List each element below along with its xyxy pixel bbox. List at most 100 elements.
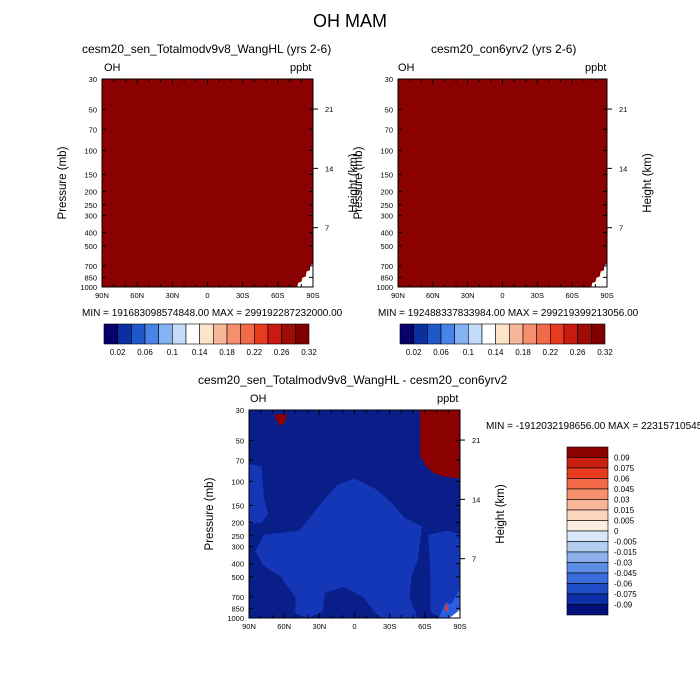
panel1-colorbar-box bbox=[131, 323, 146, 345]
panel3-ytick-label: 400 bbox=[231, 560, 244, 569]
panel1-field bbox=[102, 79, 313, 287]
panel3-colorbar-label: -0.015 bbox=[614, 548, 637, 557]
panel1-ytick-right-label: 14 bbox=[325, 164, 333, 173]
panel2-minmax: MIN = 192488337833984.00 MAX = 299219399… bbox=[378, 308, 639, 319]
panel2-ylabel-right: Height (km) bbox=[642, 153, 654, 213]
panel1-title: cesm20_sen_Totalmodv9v8_WangHL (yrs 2-6) bbox=[82, 42, 332, 56]
panel1-ytick-right-label: 7 bbox=[325, 224, 329, 233]
panel2-colorbar-box bbox=[536, 323, 551, 345]
panel1-ytick-label: 250 bbox=[84, 201, 97, 210]
panel3-positive-right bbox=[419, 410, 460, 479]
panel2-colorbar-label: 0.02 bbox=[406, 348, 422, 357]
panel1-xtick-label: 30S bbox=[236, 291, 249, 300]
panel2-colorbar-box bbox=[440, 323, 455, 345]
panel2-ytick-label: 300 bbox=[380, 212, 393, 221]
panel2-colorbar-label: 0.06 bbox=[433, 348, 449, 357]
panel1-units-label: ppbt bbox=[290, 62, 312, 74]
panel2-ytick-label: 50 bbox=[385, 105, 393, 114]
panel2-surface-mask bbox=[591, 264, 607, 287]
panel1-ytick-label: 1000 bbox=[80, 283, 97, 292]
panel2-colorbar-label: 0.1 bbox=[463, 348, 475, 357]
panel2-ytick-label: 70 bbox=[385, 125, 393, 134]
panel3-colorbar-label: 0.075 bbox=[614, 464, 635, 473]
panel1-colorbar-box bbox=[103, 323, 118, 345]
panel3-colorbar-box bbox=[566, 572, 609, 584]
panel1-ylabel: Pressure (mb) bbox=[57, 146, 69, 219]
panel3-ytick-label: 250 bbox=[231, 532, 244, 541]
panel3-surface-mask bbox=[449, 609, 460, 618]
panel3-positive-top bbox=[274, 414, 287, 426]
panel2-colorbar-box bbox=[509, 323, 524, 345]
panel2-ytick-right-label: 7 bbox=[619, 224, 623, 233]
panel3-ytick-label: 200 bbox=[231, 519, 244, 528]
panel3-colorbar-label: 0.015 bbox=[614, 506, 635, 515]
panel1-colorbar-label: 0.22 bbox=[247, 348, 263, 357]
panel1-ytick-label: 400 bbox=[84, 229, 97, 238]
panel3-colorbar-label: -0.03 bbox=[614, 559, 633, 568]
panel3-band-right bbox=[428, 530, 460, 618]
panel3-ylabel: Pressure (mb) bbox=[204, 477, 216, 550]
panel3-ytick-label: 1000 bbox=[227, 614, 244, 623]
panel2-units-label: ppbt bbox=[585, 62, 607, 74]
panel2-ytick-right-label: 21 bbox=[619, 105, 627, 114]
panel2-ytick-right-label: 14 bbox=[619, 164, 627, 173]
panel2-ytick-label: 200 bbox=[380, 188, 393, 197]
panel3-colorbar-box bbox=[566, 562, 609, 574]
panel1-xtick-label: 30N bbox=[165, 291, 179, 300]
panel2-colorbar-label: 0.14 bbox=[488, 348, 504, 357]
panel1-colorbar-box bbox=[240, 323, 255, 345]
panel3-colorbar-box bbox=[566, 457, 609, 469]
panel2-field bbox=[398, 79, 607, 287]
panel1-colorbar-box bbox=[281, 323, 296, 345]
panel2-ytick-label: 250 bbox=[380, 201, 393, 210]
panel1-colorbar-box bbox=[226, 323, 241, 345]
panel1-colorbar-box bbox=[254, 323, 269, 345]
panel1-colorbar-box bbox=[117, 323, 132, 345]
panel3-xtick-label: 90N bbox=[242, 622, 256, 631]
panel1-ytick-label: 850 bbox=[84, 273, 97, 282]
panel3-ylabel-right: Height (km) bbox=[495, 484, 507, 544]
panel3-colorbar-label: 0.06 bbox=[614, 475, 630, 484]
panel2-colorbar-box bbox=[577, 323, 592, 345]
panel3-colorbar-box bbox=[566, 583, 609, 595]
panel2-colorbar-label: 0.32 bbox=[597, 348, 613, 357]
panel3-ytick-right-label: 14 bbox=[472, 495, 480, 504]
panel1-colorbar-box bbox=[144, 323, 159, 345]
panel1-colorbar-box bbox=[158, 323, 173, 345]
panel3-colorbar-box bbox=[566, 488, 609, 500]
panel2-title: cesm20_con6yrv2 (yrs 2-6) bbox=[431, 42, 577, 56]
panel2-xtick-label: 30N bbox=[461, 291, 475, 300]
panel3-ytick-label: 50 bbox=[236, 436, 244, 445]
panel3-colorbar-label: -0.045 bbox=[614, 569, 637, 578]
panel2-colorbar-box bbox=[468, 323, 483, 345]
panel3-ytick-label: 500 bbox=[231, 573, 244, 582]
panel2-colorbar-box bbox=[495, 323, 510, 345]
panel2-ylabel: Pressure (mb) bbox=[353, 146, 365, 219]
panel3-surface-anomaly bbox=[438, 588, 460, 618]
panel2-colorbar-label: 0.26 bbox=[570, 348, 586, 357]
panel3-colorbar-box bbox=[566, 593, 609, 605]
panel1-variable-label: OH bbox=[104, 62, 121, 74]
panel2-xtick-label: 90N bbox=[391, 291, 405, 300]
panel1-ytick-label: 500 bbox=[84, 242, 97, 251]
figure-title: OH MAM bbox=[313, 11, 387, 31]
panel3-ytick-label: 300 bbox=[231, 543, 244, 552]
panel1-colorbar-label: 0.06 bbox=[137, 348, 153, 357]
panel1-colorbar-box bbox=[172, 323, 187, 345]
panel2-colorbar-box bbox=[563, 323, 578, 345]
panel1-colorbar-box bbox=[199, 323, 214, 345]
panel3-xtick-label: 30S bbox=[383, 622, 396, 631]
panel3-title: cesm20_sen_Totalmodv9v8_WangHL - cesm20_… bbox=[198, 373, 508, 387]
panel3-ytick-right-label: 21 bbox=[472, 436, 480, 445]
panel2-colorbar-box bbox=[591, 323, 606, 345]
panel1-surface-mask bbox=[297, 264, 313, 287]
panel1-ytick-label: 200 bbox=[84, 188, 97, 197]
panel1-ytick-label: 30 bbox=[89, 75, 97, 84]
panel2-colorbar-box bbox=[413, 323, 428, 345]
panel1-colorbar-label: 0.02 bbox=[110, 348, 126, 357]
panel3-band-left bbox=[249, 464, 268, 525]
panel3-xtick-label: 60S bbox=[418, 622, 431, 631]
panel3-variable-label: OH bbox=[250, 393, 267, 405]
panel1-colorbar-label: 0.32 bbox=[301, 348, 317, 357]
